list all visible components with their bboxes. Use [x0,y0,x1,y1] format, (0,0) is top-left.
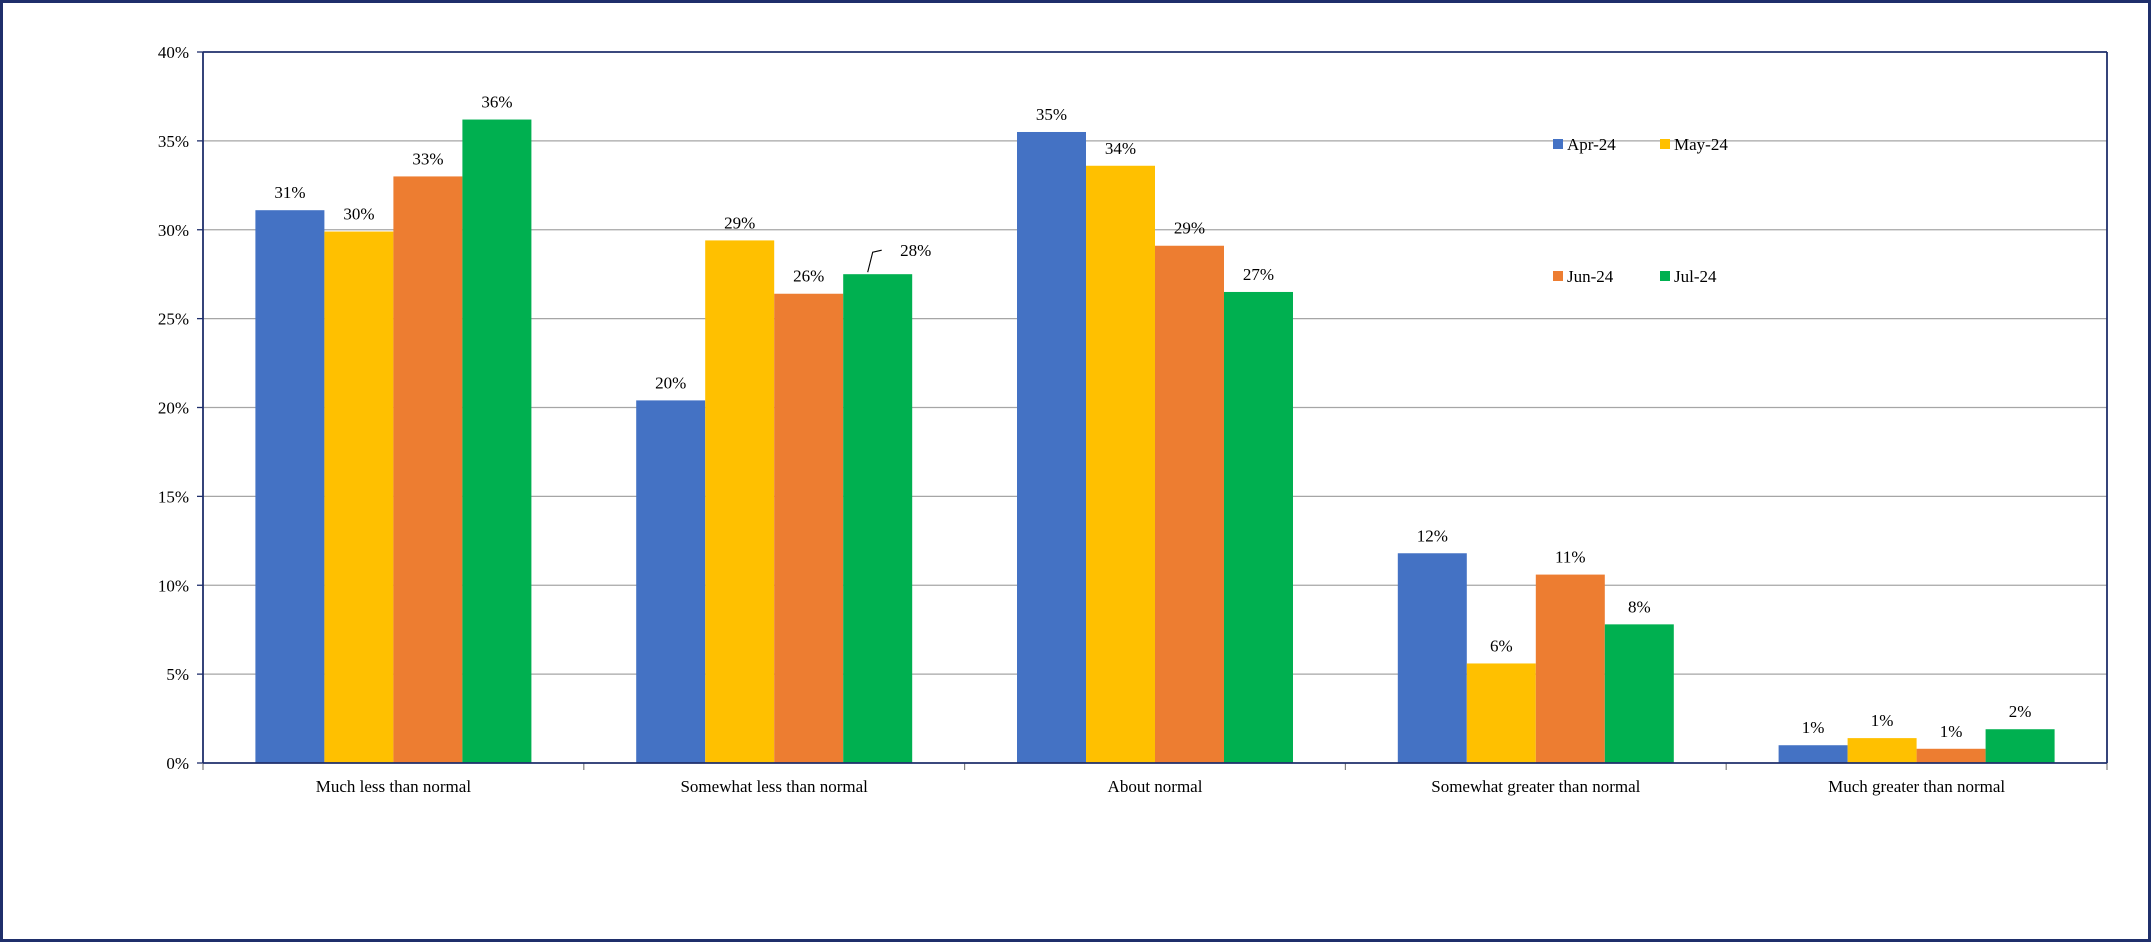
bar-jun-24 [774,293,844,763]
y-tick-label: 15% [158,487,189,506]
bar-jun-24 [1916,748,1986,763]
bar-may-24 [1086,165,1155,763]
bar-apr-24 [636,400,706,763]
data-label: 29% [724,213,755,232]
data-label: 35% [1036,105,1067,124]
bar-jul-24 [843,274,913,763]
x-tick-label: Much less than normal [316,777,472,796]
legend-swatch-jun-24 [1553,271,1563,281]
data-label: 34% [1105,139,1136,158]
legend-swatch-jul-24 [1660,271,1670,281]
x-tick-label: Somewhat less than normal [680,777,868,796]
x-tick-label: About normal [1108,777,1203,796]
bar-jul-24 [462,119,532,764]
data-label: 12% [1417,526,1448,545]
y-tick-label: 25% [158,310,189,329]
bar-may-24 [324,231,394,764]
bar-apr-24 [1017,131,1086,764]
data-label: 2% [2009,702,2032,721]
data-label: 31% [274,183,305,202]
data-label: 6% [1490,636,1513,655]
legend-label: Jun-24 [1567,267,1614,286]
axes: 0% 5% 10% 15% 20% 25% 30% 35% 40% Much less than … [158,43,2108,796]
bar-may-24 [1466,663,1536,763]
legend: Apr-24 May-24 Jun-24 Jul-24 [1553,135,1728,286]
bar-jul-24 [1604,624,1674,763]
data-label-leader [867,249,882,273]
bar-jun-24 [1155,245,1224,763]
data-label: 20% [655,373,686,392]
y-tick-label: 5% [166,665,189,684]
y-tick-label: 0% [166,754,189,773]
bar-apr-24 [255,210,325,763]
y-tick-label: 40% [158,43,189,62]
bar-jul-24 [1985,729,2055,763]
data-label: 1% [1871,711,1894,730]
bar-may-24 [1847,738,1917,763]
bar-jun-24 [1535,574,1605,763]
y-tick-label: 35% [158,132,189,151]
bar-jun-24 [393,176,463,764]
data-label: 26% [793,267,824,286]
data-label: 36% [481,93,512,112]
data-label: 8% [1628,597,1651,616]
data-labels: 31% 30% 33% 36% 20% 29% 26% 28% 35% 34% 29% 27% 12% 6… [274,93,2031,741]
legend-label: Apr-24 [1567,135,1616,154]
data-label: 11% [1555,548,1586,567]
data-label: 1% [1940,722,1963,741]
legend-swatch-may-24 [1660,139,1670,149]
bar-apr-24 [1778,745,1848,763]
bar-may-24 [705,240,775,764]
bar-apr-24 [1397,553,1467,763]
bar-chart: 0% 5% 10% 15% 20% 25% 30% 35% 40% Much less than … [158,43,2108,796]
legend-swatch-apr-24 [1553,139,1563,149]
y-tick-label: 10% [158,576,189,595]
legend-label: Jul-24 [1674,267,1717,286]
y-tick-label: 20% [158,399,189,418]
data-label: 29% [1174,219,1205,238]
data-label: 33% [412,149,443,168]
bar-jul-24 [1224,291,1293,763]
legend-label: May-24 [1674,135,1728,154]
y-tick-label: 30% [158,221,189,240]
x-tick-label: Much greater than normal [1828,777,2005,796]
data-label: 1% [1802,718,1825,737]
bars [255,119,2055,764]
data-label: 30% [343,205,374,224]
x-tick-label: Somewhat greater than normal [1431,777,1640,796]
data-label: 28% [900,241,931,260]
data-label: 27% [1243,265,1274,284]
